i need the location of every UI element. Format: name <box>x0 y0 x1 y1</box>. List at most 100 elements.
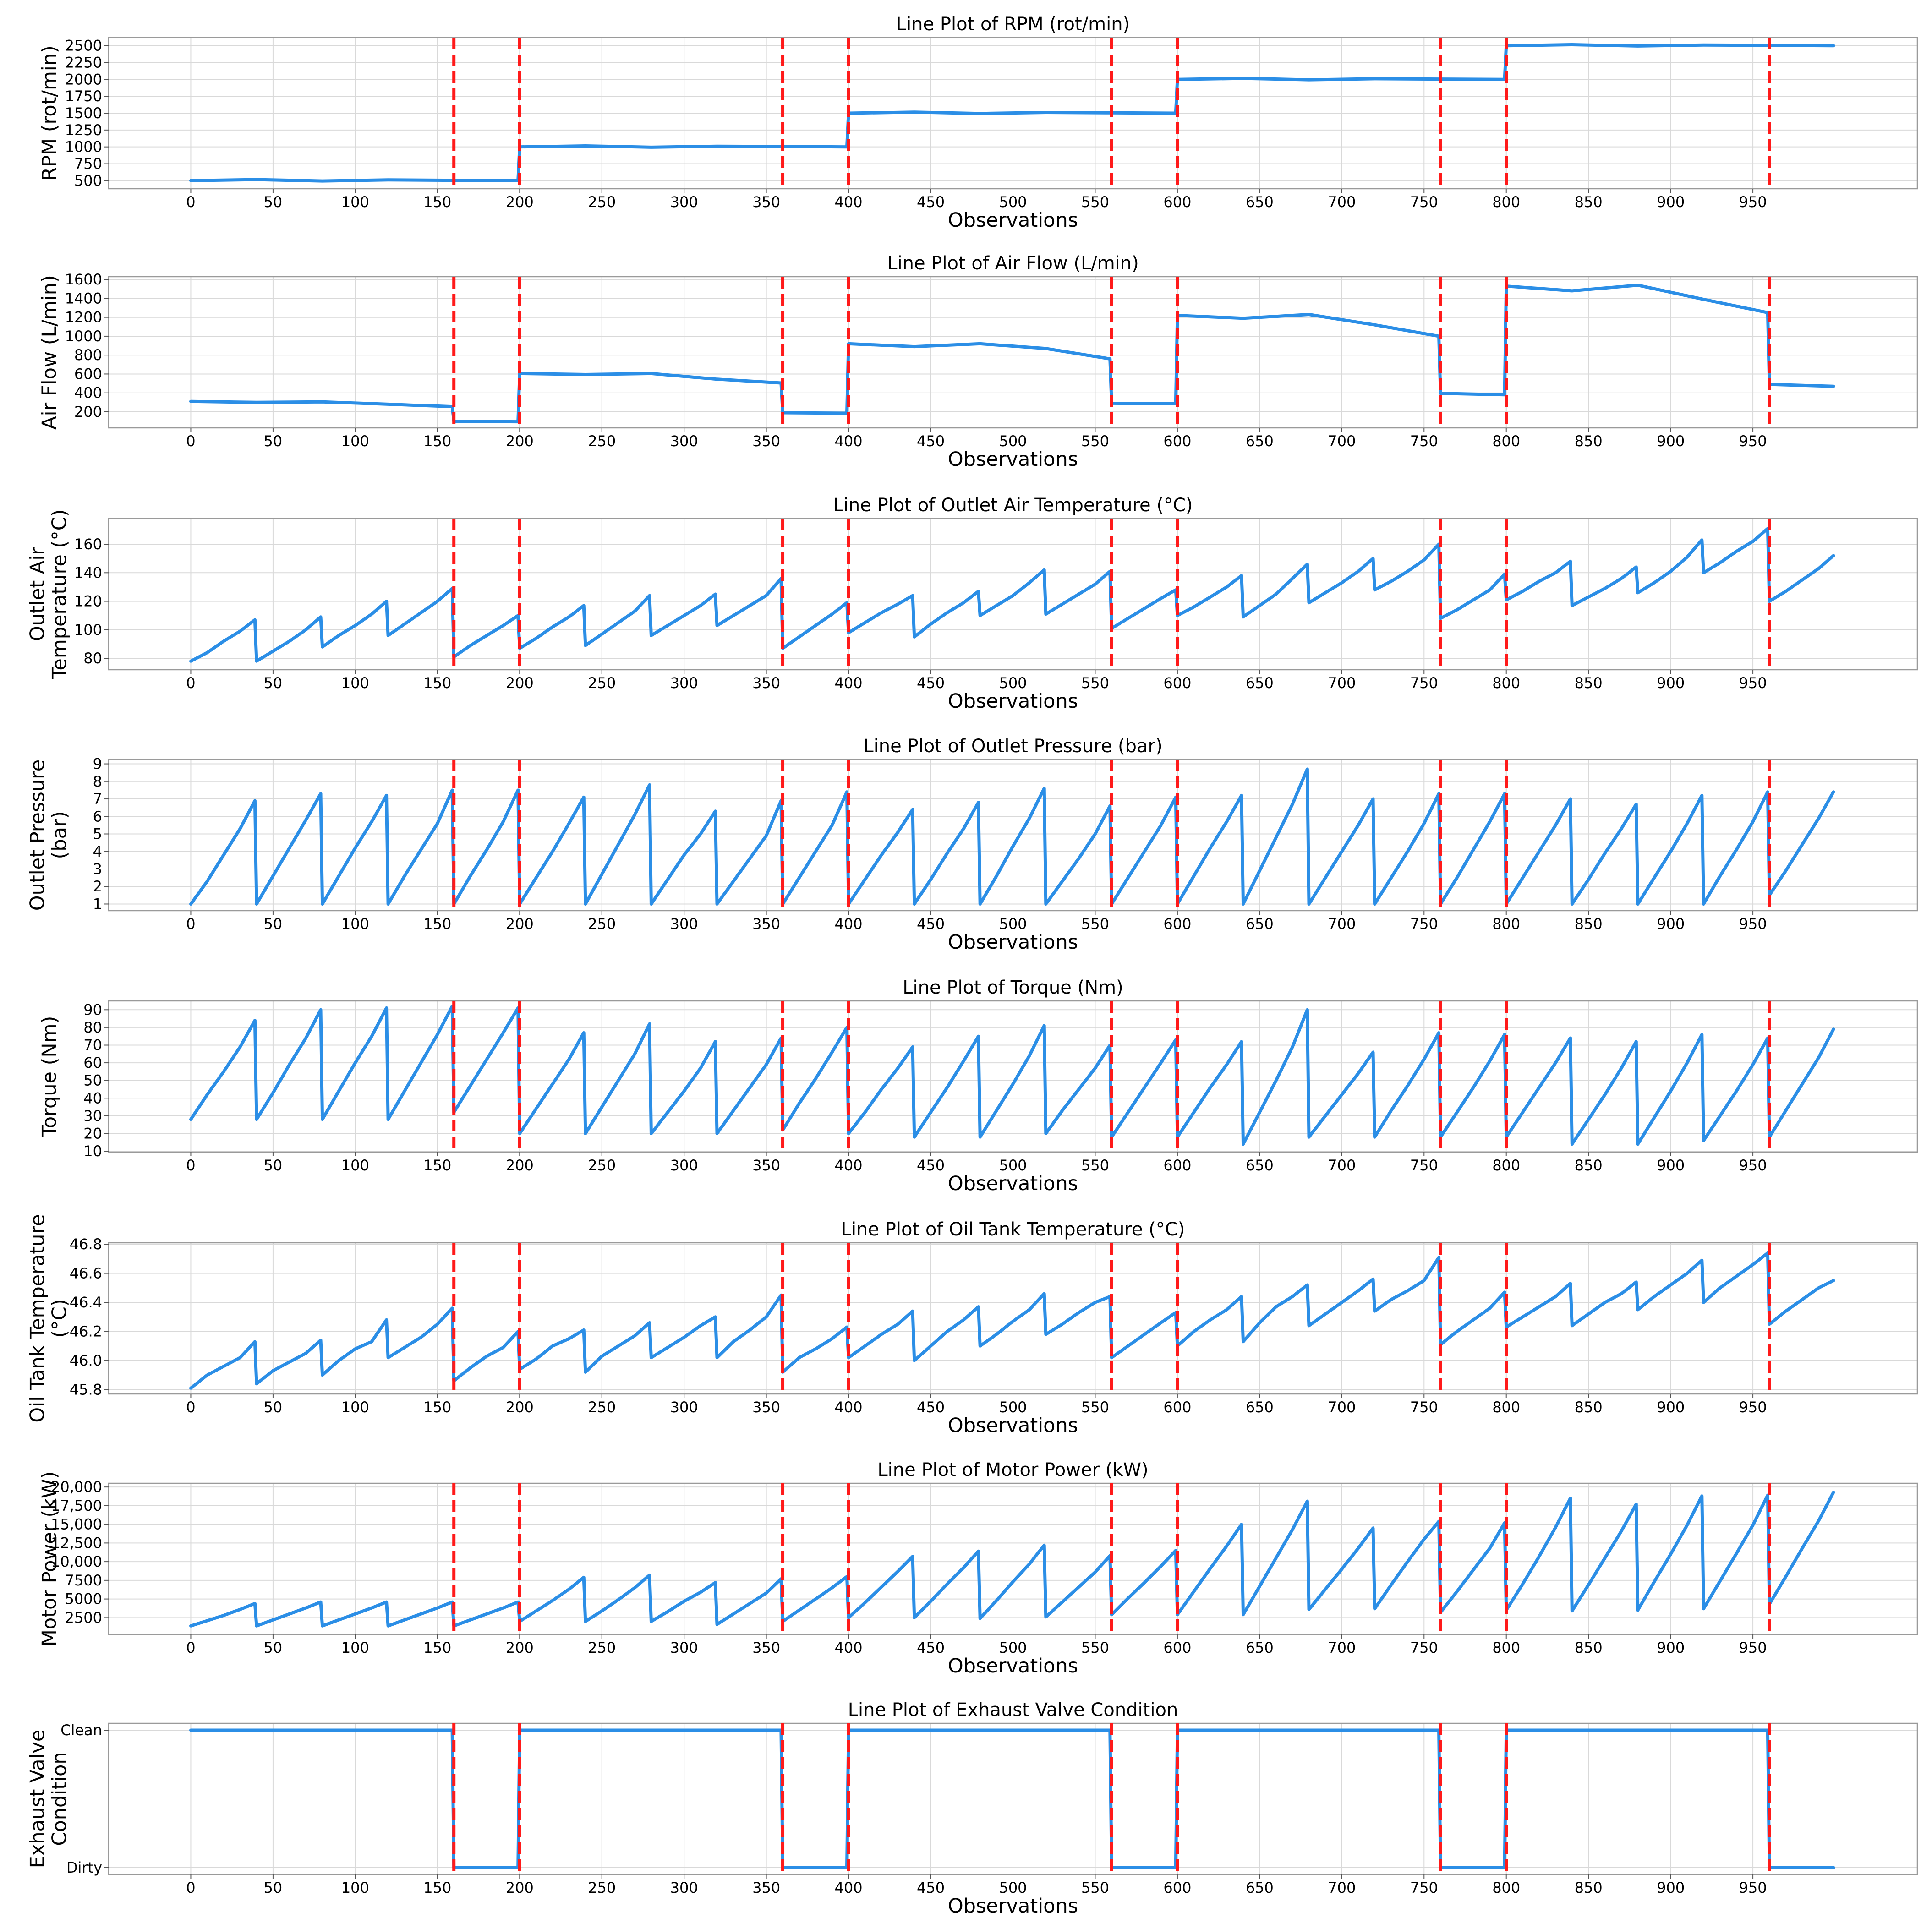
x-tick-label: 500 <box>999 1639 1027 1656</box>
x-tick-label: 500 <box>999 1157 1027 1174</box>
y-tick-label: 46.0 <box>70 1352 102 1369</box>
x-tick-label: 850 <box>1575 193 1603 211</box>
y-axis-label: Condition <box>48 1752 71 1846</box>
x-tick-label: 700 <box>1328 674 1356 692</box>
y-axis-label: (bar) <box>48 811 71 859</box>
y-tick-label: 46.2 <box>70 1323 102 1340</box>
x-tick-label: 650 <box>1246 1879 1274 1896</box>
y-tick-label: 10 <box>83 1142 102 1160</box>
x-tick-label: 0 <box>186 1879 195 1896</box>
x-axis-label: Observations <box>948 1655 1078 1678</box>
y-tick-label: 160 <box>74 536 102 553</box>
x-tick-label: 900 <box>1657 1157 1685 1174</box>
x-tick-label: 650 <box>1246 1157 1274 1174</box>
x-tick-label: 900 <box>1657 915 1685 933</box>
x-axis-label: Observations <box>948 1414 1078 1437</box>
x-tick-label: 400 <box>835 1399 863 1416</box>
x-tick-label: 400 <box>835 193 863 211</box>
x-tick-label: 600 <box>1163 1399 1191 1416</box>
x-tick-label: 200 <box>506 432 534 450</box>
y-axis-label: Oil Tank Temperature <box>26 1214 49 1422</box>
y-axis-label: Air Flow (L/min) <box>38 275 61 430</box>
y-tick-label: 30 <box>83 1107 102 1125</box>
x-tick-label: 0 <box>186 1639 195 1656</box>
y-tick-label: 10,000 <box>51 1553 102 1570</box>
y-tick-label: 3 <box>93 860 102 878</box>
x-tick-label: 700 <box>1328 432 1356 450</box>
x-tick-label: 100 <box>341 1399 369 1416</box>
x-tick-label: 0 <box>186 193 195 211</box>
x-tick-label: 750 <box>1410 193 1438 211</box>
series-line <box>189 1251 1835 1390</box>
x-tick-label: 500 <box>999 674 1027 692</box>
y-tick-label: 1 <box>93 895 102 913</box>
x-tick-label: 250 <box>588 915 616 933</box>
x-tick-label: 400 <box>835 915 863 933</box>
x-tick-label: 750 <box>1410 915 1438 933</box>
chart-title: Line Plot of Oil Tank Temperature (°C) <box>841 1219 1185 1240</box>
y-tick-label: 1000 <box>65 138 102 156</box>
y-axis-label: Outlet Air <box>26 547 49 641</box>
x-tick-label: 200 <box>506 1157 534 1174</box>
x-tick-label: 950 <box>1739 915 1767 933</box>
x-tick-label: 550 <box>1081 1399 1109 1416</box>
x-tick-label: 500 <box>999 193 1027 211</box>
x-tick-label: 850 <box>1575 1399 1603 1416</box>
x-tick-label: 900 <box>1657 1399 1685 1416</box>
x-tick-label: 400 <box>835 674 863 692</box>
chart-title: Line Plot of Outlet Air Temperature (°C) <box>833 495 1193 516</box>
x-axis-label: Observations <box>948 1172 1078 1195</box>
x-tick-label: 650 <box>1246 674 1274 692</box>
y-tick-label: 140 <box>74 564 102 581</box>
y-axis-label: RPM (rot/min) <box>38 45 61 181</box>
x-tick-label: 350 <box>752 1399 780 1416</box>
y-tick-label: 80 <box>83 1019 102 1036</box>
x-tick-label: 300 <box>670 674 698 692</box>
chart-panel-1: 0 50 100 150 200 250 300 350 400 450 500 550 600 650 7… <box>38 14 1918 232</box>
x-tick-label: 800 <box>1492 432 1520 450</box>
chart-title: Line Plot of Torque (Nm) <box>903 977 1123 998</box>
x-tick-label: 850 <box>1575 915 1603 933</box>
x-tick-label: 350 <box>752 1157 780 1174</box>
x-tick-label: 750 <box>1410 432 1438 450</box>
x-tick-label: 50 <box>264 1639 283 1656</box>
x-tick-label: 50 <box>264 432 283 450</box>
x-tick-label: 350 <box>752 1639 780 1656</box>
x-tick-label: 700 <box>1328 1639 1356 1656</box>
x-tick-label: 0 <box>186 432 195 450</box>
y-tick-label: 200 <box>74 403 102 421</box>
x-tick-label: 800 <box>1492 1639 1520 1656</box>
y-tick-label: 40 <box>83 1089 102 1107</box>
y-tick-label: 20,000 <box>51 1478 102 1496</box>
x-tick-label: 550 <box>1081 674 1109 692</box>
x-tick-label: 300 <box>670 1639 698 1656</box>
y-tick-label: Dirty <box>66 1859 102 1876</box>
x-tick-label: 600 <box>1163 1639 1191 1656</box>
y-tick-label: 1400 <box>65 290 102 307</box>
x-tick-label: 100 <box>341 1639 369 1656</box>
series-line <box>189 1491 1835 1628</box>
x-tick-label: 150 <box>423 432 451 450</box>
x-tick-label: 650 <box>1246 193 1274 211</box>
y-tick-label: 2500 <box>65 37 102 55</box>
y-tick-label: 9 <box>93 755 102 773</box>
x-tick-label: 50 <box>264 915 283 933</box>
x-tick-label: 200 <box>506 193 534 211</box>
y-tick-label: 12,500 <box>51 1534 102 1552</box>
chart-panel-4: 0 50 100 150 200 250 300 350 400 450 500 550 600 650 7… <box>26 736 1918 954</box>
x-tick-label: 650 <box>1246 1399 1274 1416</box>
x-tick-label: 550 <box>1081 1879 1109 1896</box>
x-tick-label: 700 <box>1328 915 1356 933</box>
chart-title: Line Plot of RPM (rot/min) <box>896 14 1130 35</box>
y-tick-label: 5 <box>93 825 102 843</box>
x-tick-label: 300 <box>670 193 698 211</box>
x-tick-label: 100 <box>341 1157 369 1174</box>
x-tick-label: 950 <box>1739 674 1767 692</box>
x-tick-label: 450 <box>917 1639 945 1656</box>
chart-panel-6: 0 50 100 150 200 250 300 350 400 450 500 550 600 650 7… <box>26 1214 1918 1437</box>
x-tick-label: 200 <box>506 1639 534 1656</box>
y-tick-label: 400 <box>74 384 102 402</box>
x-tick-label: 50 <box>264 1879 283 1896</box>
x-tick-label: 150 <box>423 1879 451 1896</box>
x-tick-label: 250 <box>588 1399 616 1416</box>
